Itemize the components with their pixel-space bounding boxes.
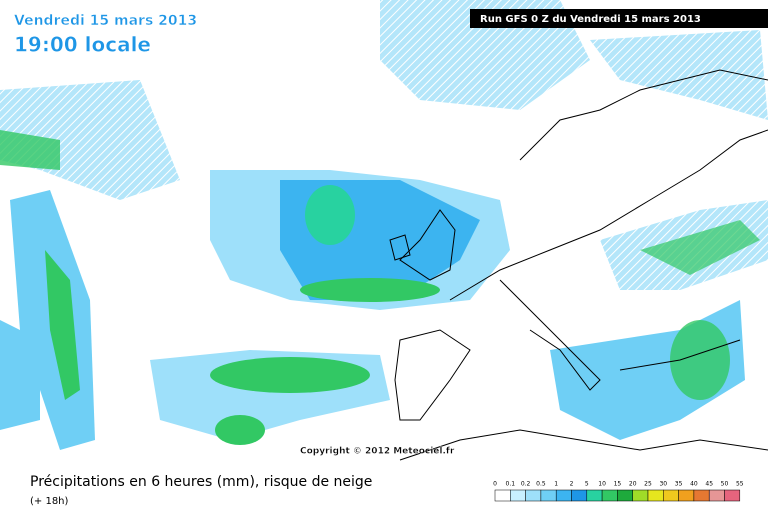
- legend-swatch: [586, 489, 603, 502]
- legend-swatch: [601, 489, 618, 502]
- run-label: Run GFS 0 Z du Vendredi 15 mars 2013: [480, 14, 701, 25]
- coastlines: [389, 69, 768, 461]
- legend-label: 0.1: [506, 481, 516, 488]
- legend: 0 0.1 0.2 0.5 1 2 5 10 15 20 25 30 35 40 45 50 55: [493, 481, 744, 502]
- legend-label: 0: [493, 481, 497, 488]
- legend-swatch: [571, 489, 588, 502]
- legend-label: 25: [644, 481, 652, 488]
- legend-label: 45: [705, 481, 713, 488]
- legend-swatch: [494, 489, 511, 502]
- footer: [0, 465, 768, 512]
- footer-title: Précipitations en 6 heures (mm), risque …: [30, 474, 372, 490]
- legend-swatch: [693, 489, 710, 502]
- legend-label: 0.2: [521, 481, 531, 488]
- legend-swatch: [617, 489, 633, 502]
- legend-label: 50: [721, 481, 729, 488]
- legend-label: 10: [598, 481, 606, 488]
- legend-swatch: [678, 489, 695, 502]
- copyright: Copyright © 2012 Meteociel.fr: [300, 447, 455, 457]
- legend-swatch: [510, 489, 526, 502]
- legend-swatch: [525, 489, 542, 502]
- legend-label: 40: [690, 481, 698, 488]
- legend-label: 0.5: [536, 481, 546, 488]
- legend-swatch: [663, 489, 679, 502]
- legend-swatch: [708, 489, 725, 502]
- legend-label: 30: [659, 481, 667, 488]
- date-label: Vendredi 15 mars 2013: [14, 13, 197, 29]
- legend-swatch: [647, 489, 664, 502]
- legend-swatch: [724, 489, 741, 502]
- precipitation: [0, 0, 768, 450]
- legend-label: 35: [675, 481, 683, 488]
- legend-label: 2: [570, 481, 574, 488]
- time-label: 19:00 locale: [14, 33, 151, 57]
- legend-label: 15: [614, 481, 622, 488]
- footer-lead: (+ 18h): [30, 496, 69, 507]
- run-box: [470, 9, 768, 28]
- legend-label: 20: [629, 481, 637, 488]
- legend-swatch: [632, 489, 649, 502]
- legend-swatch: [555, 489, 572, 502]
- legend-swatch: [540, 489, 557, 502]
- legend-label: 1: [554, 481, 558, 488]
- legend-label: 55: [736, 481, 744, 488]
- legend-label: 5: [585, 481, 589, 488]
